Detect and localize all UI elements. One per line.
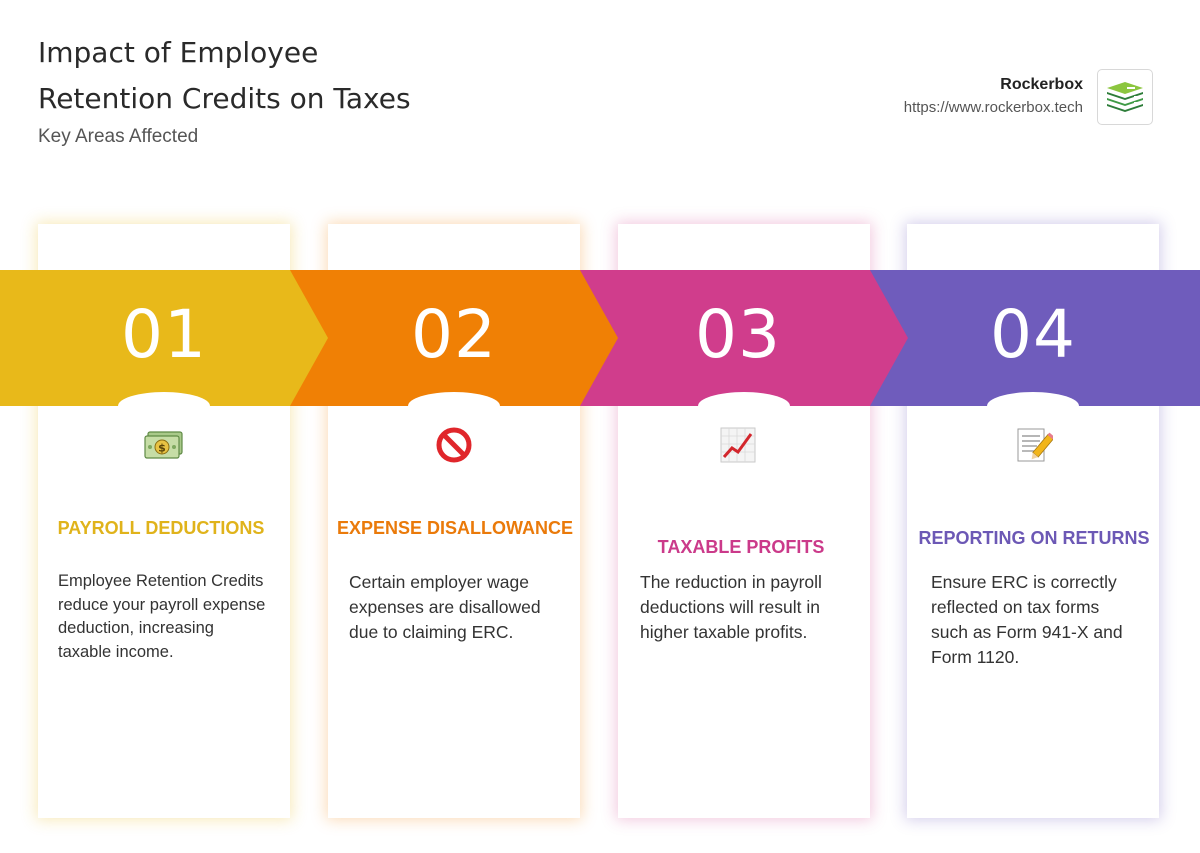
band-segment-3 [580, 270, 908, 406]
notch-1 [118, 392, 210, 406]
band-segment-1 [0, 270, 328, 406]
band-segment-2 [290, 270, 618, 406]
money-bills-icon: $ [38, 420, 290, 470]
prohibited-icon [328, 420, 580, 470]
notch-2 [408, 392, 500, 406]
step-number-3: 03 [695, 296, 781, 373]
step-title-4: REPORTING ON RETURNS [918, 527, 1150, 548]
step-number-1: 01 [121, 296, 207, 373]
band-segment-4 [870, 270, 1200, 406]
brand-name: Rockerbox [1000, 76, 1083, 93]
step-body-3: The reduction in payroll deductions will… [640, 572, 822, 642]
step-title-3: TAXABLE PROFITS [657, 536, 825, 557]
brand-url[interactable]: https://www.rockerbox.tech [903, 99, 1083, 116]
notch-4 [987, 392, 1079, 406]
step-title-1: PAYROLL DEDUCTIONS [57, 517, 265, 538]
stack-logo-icon [1107, 82, 1143, 112]
notch-3 [698, 392, 790, 406]
chart-increasing-icon [612, 420, 864, 470]
page-subtitle: Key Areas Affected [38, 126, 199, 147]
step-title-2: EXPENSE DISALLOWANCE [336, 517, 574, 538]
step-body-2: Certain employer wage expenses are disal… [349, 572, 541, 642]
step-body-4: Ensure ERC is correctly reflected on tax… [931, 572, 1123, 667]
step-body-1: Employee Retention Credits reduce your p… [58, 572, 266, 661]
arrow-band [0, 270, 1200, 406]
memo-icon [907, 420, 1159, 470]
page-title: Impact of Employee Retention Credits on … [38, 36, 411, 115]
svg-text:$: $ [158, 442, 166, 455]
step-number-4: 04 [990, 296, 1076, 373]
rockerbox-logo-icon[interactable] [1097, 69, 1153, 125]
step-number-2: 02 [411, 296, 497, 373]
